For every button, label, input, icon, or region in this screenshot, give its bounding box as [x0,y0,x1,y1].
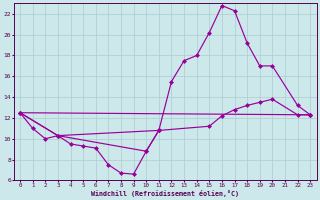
X-axis label: Windchill (Refroidissement éolien,°C): Windchill (Refroidissement éolien,°C) [91,190,239,197]
